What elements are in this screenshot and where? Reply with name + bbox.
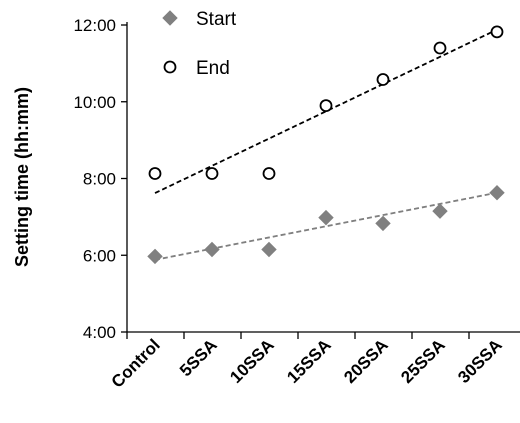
- x-category-label: 20SSA: [340, 335, 392, 387]
- data-point-start: [489, 184, 505, 201]
- data-point-end: [376, 73, 390, 86]
- trendline-end: [154, 28, 498, 194]
- legend-marker-end: [163, 60, 177, 74]
- legend-marker-start: [162, 10, 178, 26]
- x-category-label: 25SSA: [397, 335, 449, 387]
- data-point-end: [148, 167, 162, 180]
- x-category-label: 15SSA: [283, 335, 335, 387]
- y-tick-label: 12:00: [73, 16, 116, 35]
- data-point-end: [205, 167, 219, 180]
- legend: Start End: [162, 9, 237, 79]
- data-point-end: [262, 167, 276, 180]
- legend-label-start: Start: [196, 9, 237, 30]
- data-markers: [147, 25, 505, 265]
- y-tick-label: 4:00: [83, 323, 116, 342]
- data-point-end: [490, 25, 504, 39]
- data-point-end: [319, 99, 333, 112]
- y-tick-label: 10:00: [73, 93, 116, 112]
- axes: 4:00 6:00 8:00 10:00 12:00 Control 5SSA 10SSA 15…: [73, 16, 520, 392]
- x-category-label: Control: [108, 335, 164, 391]
- data-point-start: [318, 209, 334, 226]
- legend-label-end: End: [196, 58, 230, 79]
- data-point-start: [204, 241, 220, 258]
- data-point-start: [375, 215, 391, 232]
- x-category-label: 10SSA: [226, 335, 278, 387]
- x-category-label: 30SSA: [454, 335, 506, 387]
- y-tick-label: 6:00: [83, 246, 116, 265]
- data-point-start: [432, 203, 448, 219]
- x-category-label: 5SSA: [176, 335, 221, 380]
- data-point-start: [147, 248, 163, 265]
- data-point-end: [433, 41, 447, 55]
- data-point-start: [261, 241, 277, 258]
- y-tick-label: 8:00: [83, 170, 116, 189]
- y-axis-title: Setting time (hh:mm): [12, 87, 32, 267]
